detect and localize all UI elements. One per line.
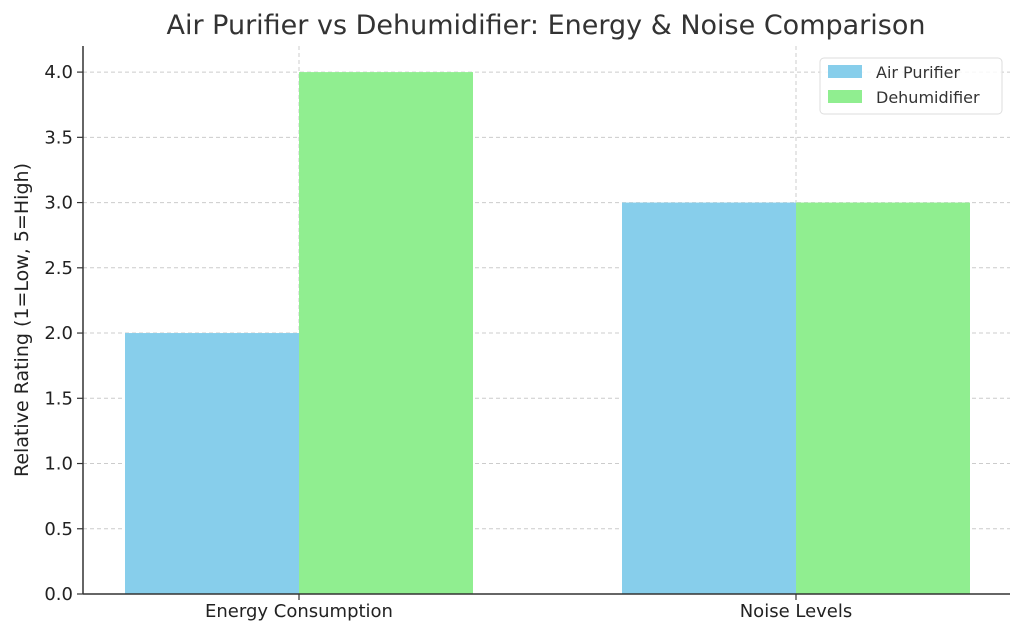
legend-box: [819, 57, 1003, 115]
y-tick-label: 4.0: [44, 62, 73, 83]
bar-air-purifier: [125, 333, 299, 594]
legend-swatch: [828, 65, 862, 78]
legend-swatch: [828, 90, 862, 103]
bars-group: [125, 72, 970, 595]
y-tick-label: 3.0: [44, 193, 73, 214]
chart-title: Air Purifier vs Dehumidifier: Energy & N…: [167, 10, 926, 41]
y-tick-label: 1.0: [44, 454, 73, 475]
x-axis-ticks: Energy Consumption Noise Levels: [205, 594, 852, 622]
y-tick-label: 3.5: [44, 127, 73, 148]
bar-dehumidifier: [299, 72, 473, 595]
x-tick-label: Noise Levels: [740, 601, 853, 622]
y-tick-label: 2.5: [44, 258, 73, 279]
y-tick-label: 0.0: [44, 584, 73, 605]
y-axis-label: Relative Rating (1=Low, 5=High): [11, 163, 33, 477]
bar-air-purifier: [622, 202, 796, 595]
y-axis-ticks: 0.0 0.5 1.0 1.5 2.0 2.5 3.0 3.5 4.0: [44, 62, 83, 605]
legend: Air Purifier Dehumidifier: [819, 57, 1003, 115]
bar-dehumidifier: [796, 202, 970, 595]
y-tick-label: 2.0: [44, 323, 73, 344]
y-tick-label: 1.5: [44, 388, 73, 409]
x-tick-label: Energy Consumption: [205, 601, 393, 622]
legend-label: Dehumidifier: [876, 88, 980, 107]
legend-label: Air Purifier: [876, 63, 961, 82]
y-tick-label: 0.5: [44, 519, 73, 540]
